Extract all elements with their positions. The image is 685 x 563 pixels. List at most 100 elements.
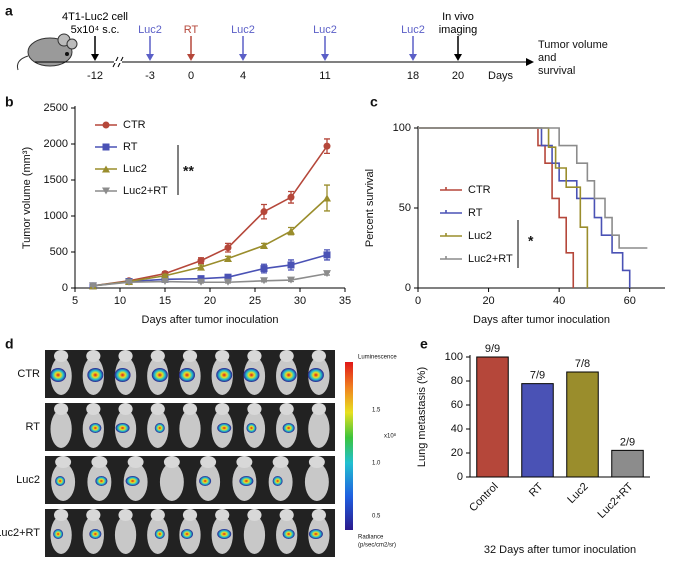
mouse-head <box>279 509 294 521</box>
mouse-head <box>215 509 230 521</box>
mouse-head <box>308 456 325 468</box>
value-label: 2/9 <box>620 436 635 448</box>
signal <box>239 476 254 486</box>
event-arrowhead <box>454 54 462 61</box>
colorbar-tick: 0.5 <box>372 514 381 520</box>
mouse-head <box>86 509 101 521</box>
event-label: RT <box>184 24 199 36</box>
y-tick-label: 2000 <box>44 138 68 150</box>
value-label: 9/9 <box>485 343 500 355</box>
data-point <box>260 242 268 250</box>
event-label: In vivo <box>442 11 474 23</box>
legend-label: Luc2 <box>123 163 147 175</box>
x-tick-label: 35 <box>339 295 351 307</box>
signal <box>308 529 323 539</box>
mouse-head <box>279 350 294 362</box>
mouse <box>179 410 201 448</box>
signal <box>87 368 104 382</box>
event-day: 11 <box>319 70 330 82</box>
signal <box>115 423 130 433</box>
timeline-endpoint: and <box>538 52 556 64</box>
signal <box>50 368 67 382</box>
legend-marker <box>102 165 110 173</box>
image-row-label: CTR <box>17 368 40 380</box>
data-point <box>197 257 205 265</box>
x-axis-label: Days after tumor inoculation <box>473 314 610 326</box>
signal <box>282 423 295 433</box>
mouse-head <box>54 403 69 415</box>
series-line <box>92 145 328 287</box>
signal <box>246 423 257 433</box>
signal <box>89 529 102 539</box>
mouse-head <box>311 509 326 521</box>
mouse-head <box>182 350 198 362</box>
signal <box>53 529 64 539</box>
x-tick-label: Luc2+RT <box>596 480 636 520</box>
timeline-endpoint: survival <box>538 65 575 77</box>
y-tick-label: 50 <box>399 202 411 214</box>
bar <box>476 356 509 478</box>
signal <box>280 368 297 382</box>
legend-marker <box>102 187 110 195</box>
series-line <box>418 127 575 288</box>
signal <box>89 423 102 433</box>
data-point <box>89 282 97 290</box>
data-point <box>224 244 232 252</box>
y-tick-label: 80 <box>451 375 463 387</box>
data-point <box>323 270 331 278</box>
data-point <box>197 263 205 271</box>
mouse-head <box>54 350 69 362</box>
mouse-head <box>236 456 253 468</box>
mouse-head <box>182 403 198 415</box>
mouse <box>50 410 72 448</box>
data-point <box>323 142 331 150</box>
legend-label: CTR <box>468 184 491 196</box>
x-tick-label: Control <box>467 481 501 515</box>
y-axis-label: Tumor volume (mm³) <box>21 147 33 249</box>
event-label: Luc2 <box>138 24 162 36</box>
timeline-axis-label: Days <box>488 70 514 82</box>
mouse-head <box>150 403 165 415</box>
panel-letter: d <box>5 336 14 352</box>
mouse-head <box>215 350 230 362</box>
mouse-head <box>150 509 165 521</box>
event-day: 20 <box>452 70 464 82</box>
event-day: -3 <box>145 70 155 82</box>
event-day: 0 <box>188 70 194 82</box>
data-point <box>125 278 133 286</box>
data-point <box>260 277 268 285</box>
y-tick-label: 0 <box>62 282 68 294</box>
x-axis-label: Days after tumor inoculation <box>142 314 279 326</box>
event-label: Luc2 <box>313 24 337 36</box>
mouse-head <box>200 456 217 468</box>
event-arrowhead <box>187 54 195 61</box>
data-point <box>260 265 268 273</box>
x-tick-label: 40 <box>553 295 565 307</box>
data-point <box>197 275 205 283</box>
colorbar-title: Luminescence <box>358 355 397 361</box>
bar <box>521 383 554 478</box>
signal <box>272 476 283 486</box>
mouse-head <box>279 403 294 415</box>
signal <box>114 368 131 382</box>
x-tick-label: RT <box>527 480 546 499</box>
signal <box>179 368 195 382</box>
y-tick-label: 1000 <box>44 210 68 222</box>
legend-marker <box>102 143 110 151</box>
mouse-head <box>150 350 165 362</box>
signal <box>307 368 324 382</box>
x-tick-label: 5 <box>72 295 78 307</box>
mouse-icon <box>17 33 78 71</box>
mouse-head <box>86 403 101 415</box>
x-tick-label: 60 <box>624 295 636 307</box>
mouse-head <box>118 403 133 415</box>
mouse <box>304 463 329 501</box>
event-day: 18 <box>407 70 419 82</box>
colorbar-unit: (p/sec/cm2/sr) <box>358 543 396 549</box>
event-arrowhead <box>91 54 99 61</box>
mouse-head <box>311 350 326 362</box>
signal <box>216 368 233 382</box>
signal <box>199 476 212 486</box>
data-point <box>161 278 169 286</box>
x-tick-label: 20 <box>482 295 494 307</box>
